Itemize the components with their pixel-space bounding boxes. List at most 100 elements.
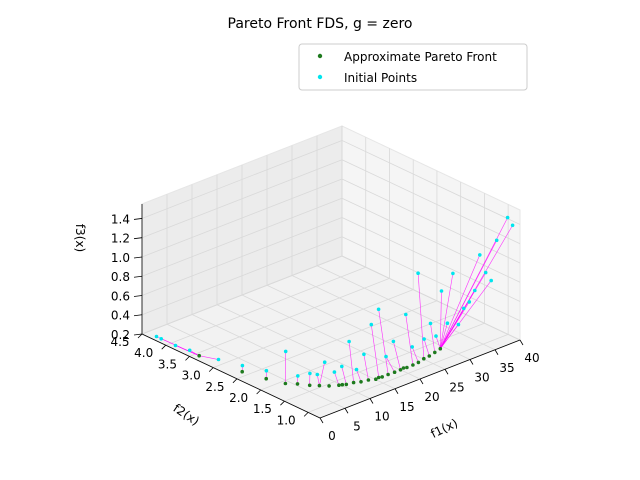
connector-line xyxy=(341,366,347,385)
pareto-point xyxy=(380,375,385,379)
legend: Approximate Pareto Front Initial Points xyxy=(298,43,528,91)
y-tick-label: 3.5 xyxy=(158,357,177,371)
connector-line xyxy=(370,324,380,378)
x-tick-label: 10 xyxy=(374,410,389,424)
z-tick-mark xyxy=(133,275,143,278)
connector-line xyxy=(411,346,419,363)
connector-line xyxy=(423,339,430,357)
grid-line-z-side xyxy=(341,236,521,322)
x-tick-mark xyxy=(469,359,474,365)
initial-point xyxy=(354,367,359,372)
legend-label-pareto: Approximate Pareto Front xyxy=(344,50,497,64)
initial-point xyxy=(384,354,388,359)
x-tick-mark xyxy=(419,378,424,385)
pareto-point xyxy=(386,372,390,377)
y-tick-label: 3.0 xyxy=(182,369,201,383)
initial-point xyxy=(347,339,351,344)
axis-lines xyxy=(133,204,524,424)
grid-line-z-side xyxy=(341,178,521,264)
y-tick-label: 1.0 xyxy=(277,413,296,427)
grid-line-z-side xyxy=(341,140,521,225)
y-tick-mark xyxy=(303,412,309,417)
grid-line-y-floor xyxy=(307,334,509,413)
pareto-point xyxy=(197,353,201,358)
y-tick-mark xyxy=(161,344,167,350)
initial-point xyxy=(422,337,426,341)
initial-point xyxy=(362,352,366,357)
grid-line-z-side xyxy=(341,159,521,245)
pareto-point xyxy=(416,360,421,365)
x-tick-label: 0 xyxy=(328,429,336,443)
x-tick-mark xyxy=(494,349,499,355)
grid-line-y-floor xyxy=(189,278,390,357)
initial-point xyxy=(478,253,482,257)
x-tick-label: 35 xyxy=(499,361,514,375)
x-tick-mark xyxy=(519,339,524,346)
initial-point xyxy=(404,312,408,317)
connector-line xyxy=(439,291,442,349)
x-tick-label: 25 xyxy=(449,380,464,394)
connector-line xyxy=(439,254,481,349)
x-tick-label: 30 xyxy=(474,371,489,385)
grid-line-z-back xyxy=(141,140,343,219)
z-tick-mark xyxy=(133,256,143,259)
connector-line xyxy=(430,323,436,353)
data-points xyxy=(154,215,515,388)
connector-line xyxy=(439,273,454,349)
initial-point xyxy=(510,223,515,228)
y-tick-label: 4.5 xyxy=(110,335,129,349)
grid-lines xyxy=(141,126,521,419)
y-axis-line xyxy=(141,333,321,419)
connector-line xyxy=(393,341,401,370)
y-tick-mark xyxy=(280,400,285,406)
initial-point xyxy=(456,322,461,327)
initial-point xyxy=(340,364,344,369)
connector-line xyxy=(363,354,369,381)
pareto-point xyxy=(422,356,426,361)
z-tick-label: 0.4 xyxy=(111,309,130,323)
grid-line-z-back xyxy=(141,178,343,258)
initial-point xyxy=(283,349,288,354)
initial-point xyxy=(159,337,163,341)
initial-point xyxy=(322,360,327,365)
connector-line xyxy=(440,324,459,349)
x-tick-mark xyxy=(344,408,349,414)
pareto-point xyxy=(376,375,381,380)
connector-line xyxy=(385,356,395,373)
initial-point xyxy=(154,334,159,339)
initial-point xyxy=(187,348,192,353)
y-tick-mark xyxy=(256,389,261,395)
z-axis-label: f3(x) xyxy=(73,224,87,252)
pareto-point xyxy=(317,383,322,388)
grid-line-y-floor xyxy=(165,266,366,346)
z-tick-label: 1.4 xyxy=(111,212,130,226)
grid-line-x-floor xyxy=(216,304,396,390)
initial-point xyxy=(445,321,450,326)
y-tick-mark xyxy=(137,333,143,339)
pareto-point xyxy=(427,354,432,358)
initial-point xyxy=(467,300,472,304)
initial-point xyxy=(308,371,312,376)
grid-line-y-floor xyxy=(213,289,414,368)
z-tick-label: 1.0 xyxy=(111,251,130,265)
connector-line xyxy=(316,374,320,386)
pareto-point xyxy=(433,350,437,355)
x-tick-label: 15 xyxy=(399,400,414,414)
y-tick-label: 1.5 xyxy=(253,402,272,416)
pareto-point xyxy=(307,383,312,388)
pareto-point xyxy=(374,377,378,382)
grid-line-x-floor xyxy=(166,323,346,409)
pareto-point xyxy=(405,365,409,370)
pareto-point xyxy=(392,370,397,375)
y-tick-mark xyxy=(232,378,238,384)
initial-point xyxy=(240,363,245,368)
grid-line-y-floor xyxy=(284,322,485,402)
pareto-point xyxy=(411,363,415,367)
connector-line xyxy=(378,309,389,375)
z-tick-label: 0.6 xyxy=(111,289,130,303)
connector-line xyxy=(405,314,414,366)
legend-box xyxy=(298,43,528,91)
pareto-point xyxy=(359,380,363,384)
chart-title: Pareto Front FDS, g = zero xyxy=(228,16,413,32)
